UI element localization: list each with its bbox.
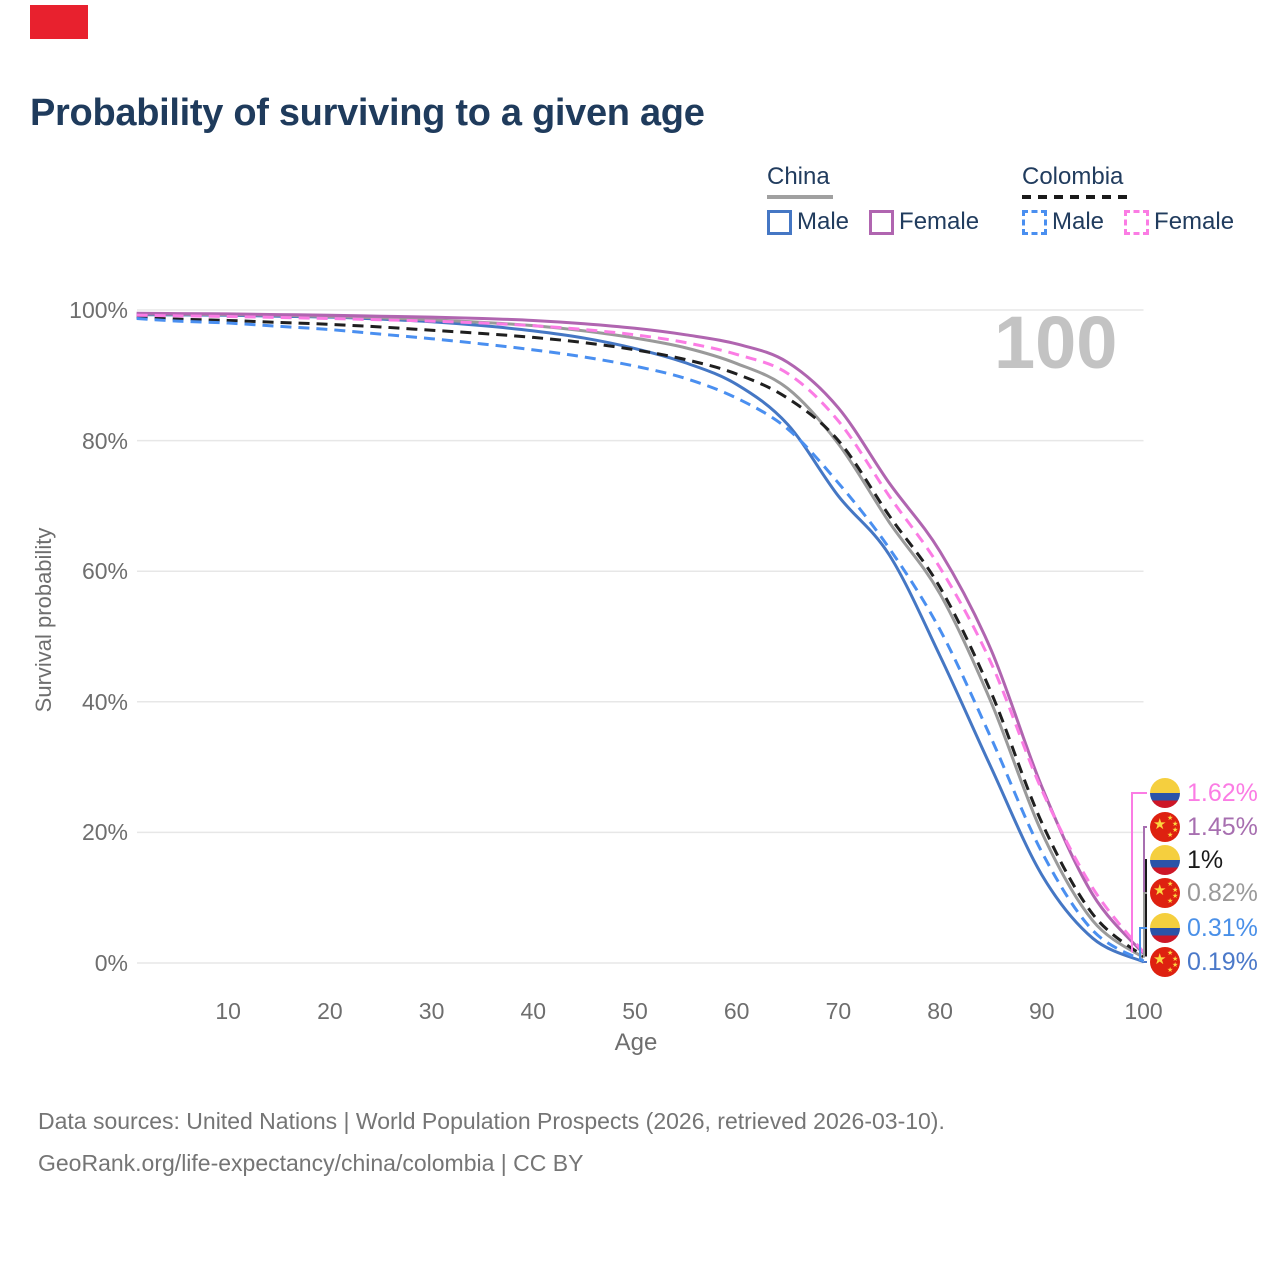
y-tick-label-40: 40% [81, 688, 128, 715]
y-axis-title: Survival probability [31, 527, 56, 713]
x-tick-label-90: 90 [1029, 998, 1055, 1024]
star-glyph: ★ [1167, 898, 1174, 905]
x-axis-title: Age [614, 1029, 658, 1056]
x-tick-label-100: 100 [1124, 998, 1163, 1024]
legend-item-colombia-female[interactable]: Female [1124, 208, 1234, 236]
legend-item-label: Female [1154, 208, 1235, 235]
label-connector-colombia-male [1139, 927, 1147, 961]
y-tick-label-0: 0% [94, 950, 128, 976]
curve-china-both-sexes [136, 312, 1145, 959]
colombia-flag-icon [1150, 778, 1180, 808]
legend-underline-china-solid [767, 195, 833, 199]
end-label-china-female: ★ ★ ★ ★ ★ 1.45% [1150, 810, 1258, 844]
china-female-swatch-icon [869, 209, 895, 235]
legend-header-colombia: Colombia [1022, 163, 1124, 190]
legend-item-label: Male [797, 208, 850, 235]
x-tick-label-10: 10 [215, 998, 241, 1024]
end-label-value: 0.82% [1187, 878, 1258, 907]
y-tick-label-20: 20% [81, 819, 128, 846]
china-male-swatch-icon [767, 209, 792, 235]
star-glyph: ★ [1153, 816, 1167, 833]
china-flag-icon: ★ ★ ★ ★ ★ [1150, 947, 1180, 977]
star-glyph: ★ [1167, 967, 1174, 974]
legend-group-china: China Male Female [767, 163, 999, 236]
curve-colombia-both-sexes [136, 315, 1145, 958]
end-label-china-male: ★ ★ ★ ★ ★ 0.19% [1150, 945, 1258, 979]
end-label-value: 1.62% [1187, 778, 1258, 807]
legend-item-china-male[interactable]: Male [767, 208, 849, 236]
star-glyph: ★ [1172, 962, 1179, 969]
y-tick-label-60: 60% [81, 558, 128, 585]
legend-group-colombia: Colombia Male Female [1022, 163, 1254, 236]
x-tick-label-50: 50 [622, 998, 648, 1024]
label-connector-china-both-sexes [1143, 892, 1147, 958]
end-label-colombia-male: 0.31% [1150, 911, 1258, 945]
legend-items-china: Male Female [767, 208, 999, 236]
legend-item-colombia-male[interactable]: Male [1022, 208, 1104, 236]
star-glyph: ★ [1167, 950, 1174, 957]
legend-item-label: Female [899, 208, 980, 235]
china-flag-icon: ★ ★ ★ ★ ★ [1150, 812, 1180, 842]
star-glyph: ★ [1172, 887, 1179, 894]
colombia-flag-icon [1150, 913, 1180, 943]
end-label-value: 0.19% [1187, 947, 1258, 976]
curve-colombia-female [136, 313, 1145, 954]
x-tick-label-80: 80 [927, 998, 953, 1024]
star-glyph: ★ [1153, 951, 1167, 968]
star-glyph: ★ [1167, 881, 1174, 888]
china-flag-icon: ★ ★ ★ ★ ★ [1150, 878, 1180, 908]
end-label-colombia-female: 1.62% [1150, 776, 1258, 810]
star-glyph: ★ [1167, 815, 1174, 822]
x-tick-label-40: 40 [520, 998, 547, 1024]
colombia-female-swatch-icon [1124, 209, 1150, 235]
curve-colombia-male [136, 316, 1145, 963]
chart-title: Probability of surviving to a given age [30, 92, 705, 134]
y-tick-label-100: 100% [69, 297, 128, 323]
x-tick-label-60: 60 [723, 998, 750, 1024]
y-tick-label-80: 80% [81, 427, 128, 454]
star-glyph: ★ [1172, 893, 1179, 900]
label-connector-china-female [1143, 826, 1147, 954]
footer-data-sources: Data sources: United Nations | World Pop… [38, 1108, 945, 1134]
end-label-value: 1.45% [1187, 812, 1258, 841]
footer-url-license: GeoRank.org/life-expectancy/china/colomb… [38, 1150, 584, 1176]
end-label-value: 0.31% [1187, 913, 1258, 942]
x-tick-label-70: 70 [825, 998, 852, 1024]
curve-china-female [136, 311, 1145, 955]
legend-item-china-female[interactable]: Female [869, 208, 979, 236]
watermark-age-100: 100 [994, 301, 1118, 384]
end-label-value: 1% [1187, 845, 1224, 874]
legend-items-colombia: Male Female [1022, 208, 1254, 236]
x-tick-label-20: 20 [317, 998, 343, 1024]
label-connector-colombia-both-sexes [1145, 859, 1147, 957]
legend-item-label: Male [1052, 208, 1105, 235]
star-glyph: ★ [1153, 882, 1167, 899]
red-marker [30, 5, 88, 39]
x-tick-label-30: 30 [418, 998, 445, 1024]
end-label-china-both-sexes: ★ ★ ★ ★ ★ 0.82% [1150, 876, 1258, 910]
legend-header-china: China [767, 163, 830, 190]
label-connector-colombia-female [1131, 792, 1147, 953]
colombia-male-swatch-icon [1022, 209, 1047, 235]
star-glyph: ★ [1167, 832, 1174, 839]
star-glyph: ★ [1172, 956, 1179, 963]
curve-china-male [136, 313, 1145, 964]
colombia-flag-icon [1150, 845, 1180, 875]
legend-underline-colombia-dashed [1022, 195, 1130, 199]
end-label-colombia-both-sexes: 1% [1150, 843, 1223, 877]
star-glyph: ★ [1172, 827, 1179, 834]
star-glyph: ★ [1172, 821, 1179, 828]
